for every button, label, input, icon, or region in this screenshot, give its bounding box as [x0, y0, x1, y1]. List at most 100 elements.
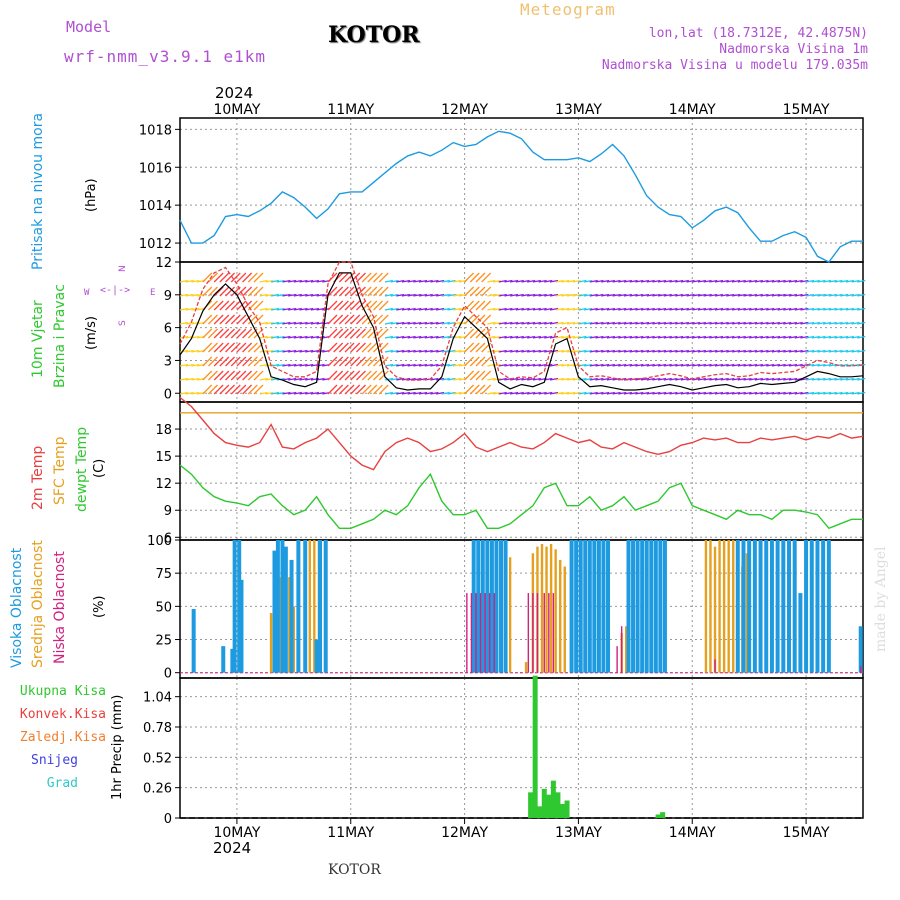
wind-barb	[378, 328, 389, 339]
wind-barb	[191, 391, 200, 395]
x-tick-label-top: 11MAY	[327, 102, 374, 118]
wind-barb	[720, 307, 729, 311]
wind-barb	[646, 293, 655, 297]
wind-barb	[595, 349, 604, 353]
wind-barb	[828, 307, 837, 311]
wind-barb	[754, 349, 763, 353]
wind-barb	[720, 293, 729, 297]
wind-barb	[333, 342, 344, 353]
low-cloud-bar	[620, 626, 623, 673]
wind-barb	[299, 391, 308, 395]
legend-convective-rain: Konvek.Kisa	[19, 707, 106, 722]
wind-barb	[469, 314, 480, 325]
wind-barb	[680, 335, 689, 339]
wind-barb	[265, 307, 274, 311]
high-cloud-bar	[578, 540, 583, 673]
wind-barb	[857, 335, 866, 339]
wind-barb	[179, 293, 189, 297]
wind-barb	[714, 391, 724, 395]
wind-barb	[242, 286, 253, 297]
wind-barb	[521, 293, 530, 297]
wind-barb	[857, 349, 866, 353]
wind-barb	[811, 349, 820, 353]
wind-barb	[219, 328, 230, 339]
wind-barb	[612, 279, 621, 283]
wind-barb	[498, 391, 507, 395]
wind-barb	[709, 377, 718, 381]
high-cloud-bar	[283, 546, 288, 673]
wind-barb	[441, 279, 450, 283]
wind-barb	[378, 370, 389, 381]
wind-barb	[595, 335, 604, 339]
wind-barb	[441, 293, 450, 297]
wind-barb	[697, 349, 707, 353]
wind-barb	[378, 286, 389, 297]
wind-barb	[635, 293, 644, 297]
wind-barb	[606, 279, 616, 283]
wind-barb	[259, 293, 268, 297]
wind-barb	[640, 321, 650, 325]
high-cloud-bar	[653, 540, 658, 673]
wind-barb	[845, 335, 855, 339]
precip-bar	[546, 794, 552, 818]
wind-barb	[635, 321, 644, 325]
wind-barb	[680, 363, 689, 367]
wind-barb	[492, 279, 502, 283]
wind-barb	[504, 391, 513, 395]
wind-barb	[595, 363, 604, 367]
wind-barb	[316, 293, 325, 297]
wind-barb	[612, 307, 621, 311]
wind-barb	[441, 391, 450, 395]
wind-barb	[390, 391, 399, 395]
wind-barb	[333, 328, 344, 339]
wind-barb	[265, 321, 274, 325]
wind-barb	[407, 321, 416, 325]
wind-barb	[703, 307, 712, 311]
wind-barb	[447, 279, 456, 283]
wind-barb	[327, 370, 338, 381]
dewpoint-line	[179, 464, 863, 530]
wind-barb	[430, 307, 439, 311]
wind-barb	[225, 384, 235, 395]
wind-barb	[464, 314, 475, 325]
y-tick-label: 1014	[139, 199, 172, 214]
wind-barb	[350, 300, 361, 311]
wind-barb	[344, 342, 355, 353]
wind-barb	[555, 335, 564, 339]
wind-barb	[606, 321, 616, 325]
wind-barb	[657, 293, 667, 297]
wind-barb	[253, 384, 264, 395]
wind-barb	[202, 272, 213, 283]
wind-barb	[378, 272, 389, 283]
wind-barb	[561, 307, 570, 311]
wind-barb	[532, 307, 542, 311]
wind-barb	[225, 356, 235, 367]
wind-barb	[766, 363, 775, 367]
high-cloud-bar	[230, 648, 235, 673]
wind-barb	[498, 321, 507, 325]
wind-barb	[418, 321, 428, 325]
wind-barb	[481, 370, 492, 381]
high-cloud-bar	[798, 593, 803, 673]
wind-barb	[578, 321, 587, 325]
wind-barb	[276, 307, 285, 311]
wind-barb	[834, 321, 843, 325]
wind-barb	[185, 307, 194, 311]
wind-barb	[840, 377, 849, 381]
wind-barb	[527, 391, 536, 395]
wind-barb	[259, 321, 268, 325]
wind-barb	[538, 335, 547, 339]
wind-barb	[749, 363, 758, 367]
wind-barb	[270, 335, 280, 339]
wind-barb	[783, 349, 792, 353]
wind-barb	[840, 293, 849, 297]
wind-barb	[817, 377, 826, 381]
wind-barb	[230, 300, 241, 311]
y-tick-label: 1012	[139, 237, 172, 252]
wind-barb	[532, 335, 542, 339]
wind-barb	[680, 293, 689, 297]
wind-barb	[771, 335, 781, 339]
wind-barb	[566, 293, 576, 297]
low-cloud-bar	[466, 593, 468, 673]
wind-barb	[253, 300, 264, 311]
